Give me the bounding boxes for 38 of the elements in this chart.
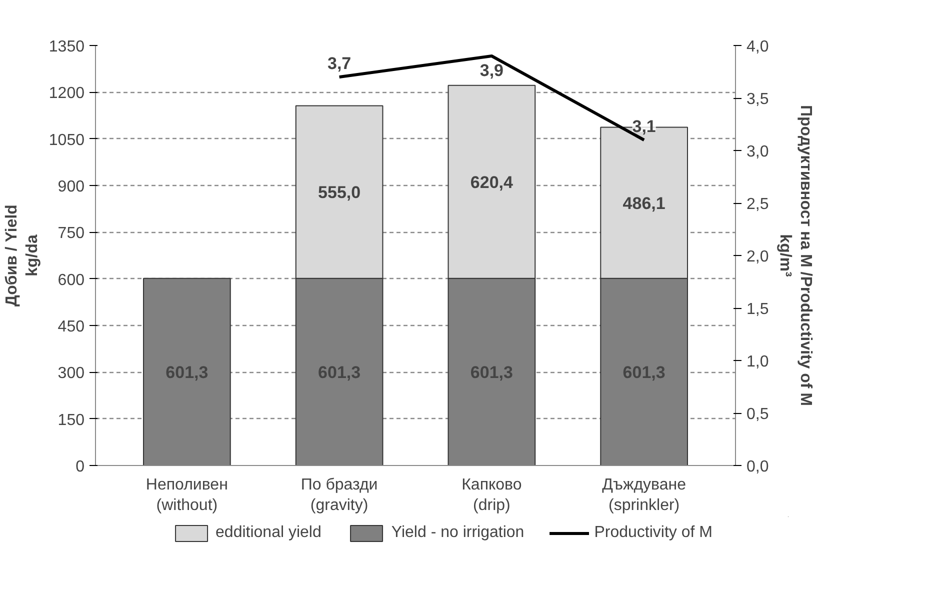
y-tick-label: 1350 (48, 38, 85, 56)
y-tick-label: 900 (58, 178, 85, 196)
y2-tick-label: 0,5 (746, 406, 769, 423)
y-tick-label: 450 (58, 318, 85, 336)
y2-axis-title: Продуктивност на М /Productivity of M kg/m³ (776, 104, 814, 406)
data-label: 601,3 (622, 362, 666, 382)
y2-tick-label: 2,5 (746, 196, 769, 213)
x-tick-label: По бразди (gravity) (300, 476, 378, 514)
legend-label: Productivity of M (594, 524, 712, 542)
y-tick-label: 0 (76, 458, 85, 476)
data-label: 601,3 (318, 362, 361, 382)
y2-tick-label: 3,5 (746, 91, 769, 108)
x-tick-label: Дъждуване (sprinkler) (602, 476, 686, 514)
legend-label: edditional yield (216, 524, 322, 542)
y-tick-label: 1200 (48, 85, 85, 102)
data-label: 601,3 (166, 362, 208, 382)
y2-tick-label: 0,0 (746, 458, 769, 476)
data-label: 555,0 (318, 183, 361, 202)
x-tick-label: Капково (drip) (462, 476, 522, 514)
data-label: 3,9 (480, 61, 504, 80)
y-axis-title: Добив / Yield kg/da (4, 204, 41, 306)
y-tick-label: 750 (58, 225, 85, 242)
y-tick-label: 150 (58, 412, 85, 429)
data-label: 486,1 (622, 194, 666, 213)
y2-tick-label: 1,0 (746, 354, 769, 370)
y-tick-label: 1050 (48, 132, 85, 149)
legend-label: Yield - no irrigation (391, 524, 524, 542)
data-label: 620,4 (470, 172, 514, 192)
y2-tick-label: 4,0 (746, 38, 769, 56)
data-label: 3,1 (632, 117, 656, 136)
data-label: 3,7 (327, 54, 352, 73)
data-label: 601,3 (470, 362, 513, 382)
y2-tick-label: 3,0 (746, 144, 769, 160)
y-tick-label: 300 (58, 365, 85, 382)
x-tick-label: Неполивен (without) (146, 476, 228, 514)
y2-tick-label: 2,0 (746, 248, 769, 266)
y2-tick-label: 1,5 (746, 301, 769, 318)
y-tick-label: 600 (58, 272, 85, 289)
